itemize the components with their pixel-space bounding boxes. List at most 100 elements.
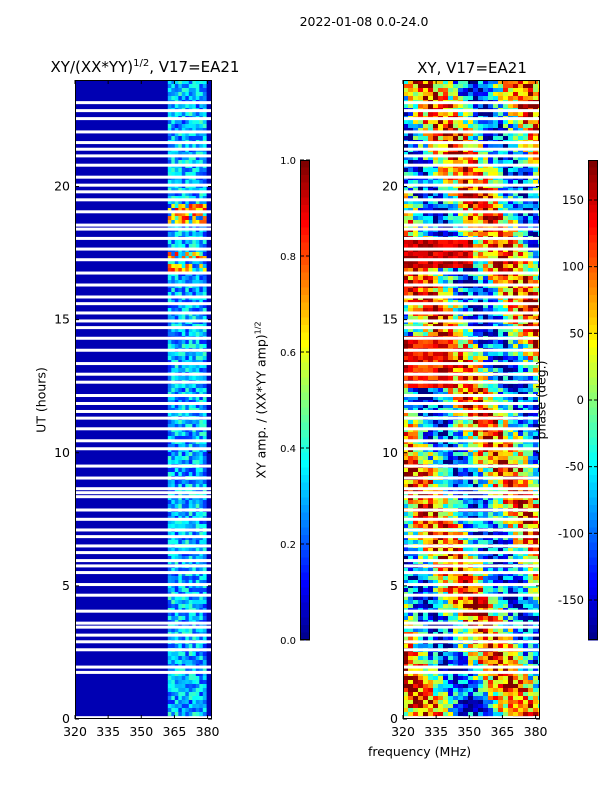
amp-cell xyxy=(188,560,193,565)
phase-cell xyxy=(533,180,539,185)
amp-cell xyxy=(185,616,190,621)
phase-cell xyxy=(443,412,449,417)
phase-cell xyxy=(423,112,429,117)
phase-cell xyxy=(448,104,454,109)
amp-cell xyxy=(202,356,207,361)
phase-cell xyxy=(523,304,529,309)
phase-cell xyxy=(468,484,474,489)
phase-cell xyxy=(428,444,434,449)
amp-cell xyxy=(174,208,179,213)
phase-cell xyxy=(468,352,474,357)
amp-cell xyxy=(171,616,176,621)
flagged-gap xyxy=(75,372,212,376)
phase-cell xyxy=(448,500,454,505)
amp-cell xyxy=(202,444,207,449)
amp-cell xyxy=(195,436,200,441)
amp-cell xyxy=(178,276,183,281)
flagged-gap xyxy=(75,319,212,323)
amp-cell xyxy=(167,152,172,157)
phase-cell xyxy=(453,128,459,133)
phase-cell xyxy=(503,104,509,109)
phase-cell xyxy=(408,412,414,417)
phase-cell xyxy=(533,168,539,173)
amp-cell xyxy=(195,160,200,165)
phase-cell xyxy=(483,456,489,461)
amp-cell xyxy=(178,604,183,609)
phase-cell xyxy=(408,244,414,249)
amp-cell xyxy=(202,288,207,293)
phase-cell xyxy=(463,268,469,273)
amp-cell xyxy=(171,104,176,109)
phase-cell xyxy=(403,420,409,425)
amp-cell xyxy=(171,512,176,517)
amp-cell xyxy=(199,616,204,621)
amp-cell xyxy=(185,244,190,249)
amp-cell xyxy=(174,560,179,565)
phase-cell xyxy=(483,468,489,473)
phase-cell xyxy=(488,288,494,293)
amp-cell xyxy=(171,484,176,489)
amp-cell xyxy=(195,96,200,101)
amp-cell xyxy=(167,328,172,333)
phase-cell xyxy=(423,204,429,209)
phase-cell xyxy=(413,180,419,185)
amp-cell xyxy=(192,412,197,417)
phase-cell xyxy=(413,168,419,173)
phase-cell xyxy=(418,216,424,221)
phase-cell xyxy=(458,524,464,529)
flagged-gap xyxy=(75,427,212,431)
phase-cell xyxy=(423,308,429,313)
phase-cell xyxy=(533,92,539,97)
amp-cell xyxy=(192,208,197,213)
phase-cell xyxy=(438,152,444,157)
amp-cell xyxy=(181,712,186,717)
amp-cell xyxy=(181,444,186,449)
phase-cell xyxy=(483,196,489,201)
amp-cell xyxy=(181,472,186,477)
amp-cell xyxy=(181,264,186,269)
phase-cell xyxy=(458,328,464,333)
phase-cell xyxy=(468,80,474,85)
phase-cell xyxy=(523,152,529,157)
phase-cell xyxy=(528,304,534,309)
phase-cell xyxy=(488,264,494,269)
amp-cell xyxy=(202,484,207,489)
phase-cell xyxy=(488,96,494,101)
phase-cell xyxy=(523,504,529,509)
phase-cell xyxy=(528,308,534,313)
amp-cell xyxy=(171,712,176,717)
amp-cell xyxy=(185,692,190,697)
phase-cell xyxy=(428,172,434,177)
amp-cell xyxy=(178,524,183,529)
phase-cell xyxy=(428,280,434,285)
phase-cell xyxy=(478,332,484,337)
amp-cell xyxy=(188,652,193,657)
phase-cell xyxy=(463,280,469,285)
phase-cell xyxy=(428,352,434,357)
amp-cell xyxy=(181,600,186,605)
phase-cell xyxy=(518,268,524,273)
amp-cell xyxy=(199,200,204,205)
phase-cell xyxy=(493,328,499,333)
phase-cell xyxy=(478,308,484,313)
phase-cell xyxy=(473,456,479,461)
amp-cell xyxy=(188,288,193,293)
phase-cell xyxy=(533,220,539,225)
phase-cell xyxy=(423,264,429,269)
amp-cell xyxy=(202,672,207,677)
phase-cell xyxy=(428,200,434,205)
amp-cell xyxy=(181,128,186,133)
phase-cell xyxy=(528,356,534,361)
phase-cell xyxy=(458,308,464,313)
amp-cell xyxy=(167,588,172,593)
phase-cell xyxy=(418,376,424,381)
phase-cell xyxy=(483,200,489,205)
phase-cell xyxy=(403,376,409,381)
amp-cell xyxy=(174,572,179,577)
phase-cell xyxy=(498,332,504,337)
amp-cell xyxy=(171,452,176,457)
phase-cell xyxy=(458,292,464,297)
amp-cell xyxy=(174,92,179,97)
phase-cell xyxy=(473,196,479,201)
phase-cell xyxy=(518,292,524,297)
